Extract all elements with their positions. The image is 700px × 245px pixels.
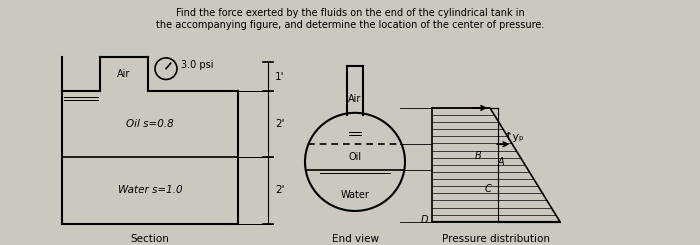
Text: Air: Air <box>118 69 131 79</box>
Text: Water: Water <box>341 190 370 200</box>
Text: 1': 1' <box>275 72 284 82</box>
Text: the accompanying figure, and determine the location of the center of pressure.: the accompanying figure, and determine t… <box>156 20 544 30</box>
Text: Section: Section <box>131 233 169 244</box>
Text: ↑yₚ: ↑yₚ <box>504 132 525 142</box>
Text: 2': 2' <box>275 185 284 195</box>
Text: Pressure distribution: Pressure distribution <box>442 233 550 244</box>
Text: D: D <box>421 215 428 225</box>
Text: 3.0 psi: 3.0 psi <box>181 60 214 70</box>
Text: Water s=1.0: Water s=1.0 <box>118 185 182 195</box>
Text: Find the force exerted by the fluids on the end of the cylindrical tank in: Find the force exerted by the fluids on … <box>176 8 524 18</box>
Text: Oil: Oil <box>349 152 362 162</box>
Text: Oil s=0.8: Oil s=0.8 <box>126 119 174 129</box>
Text: B: B <box>475 151 481 161</box>
Text: End view: End view <box>332 233 379 244</box>
Text: C: C <box>485 184 491 194</box>
Text: 2': 2' <box>275 119 284 129</box>
Text: Air: Air <box>349 94 362 104</box>
Text: A: A <box>497 157 504 167</box>
